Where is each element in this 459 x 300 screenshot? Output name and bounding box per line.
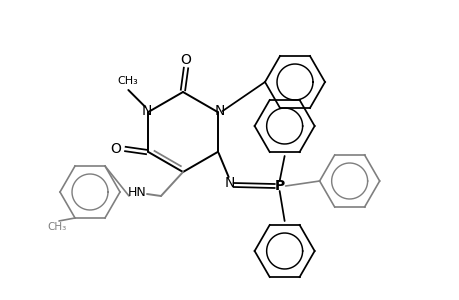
- Text: O: O: [180, 53, 191, 67]
- Text: N: N: [224, 176, 234, 190]
- Text: P: P: [274, 179, 284, 193]
- Text: O: O: [110, 142, 121, 156]
- Text: N: N: [214, 104, 224, 118]
- Text: CH₃: CH₃: [47, 222, 67, 232]
- Text: HN: HN: [127, 185, 146, 199]
- Text: N: N: [141, 104, 151, 118]
- Text: CH₃: CH₃: [117, 76, 137, 86]
